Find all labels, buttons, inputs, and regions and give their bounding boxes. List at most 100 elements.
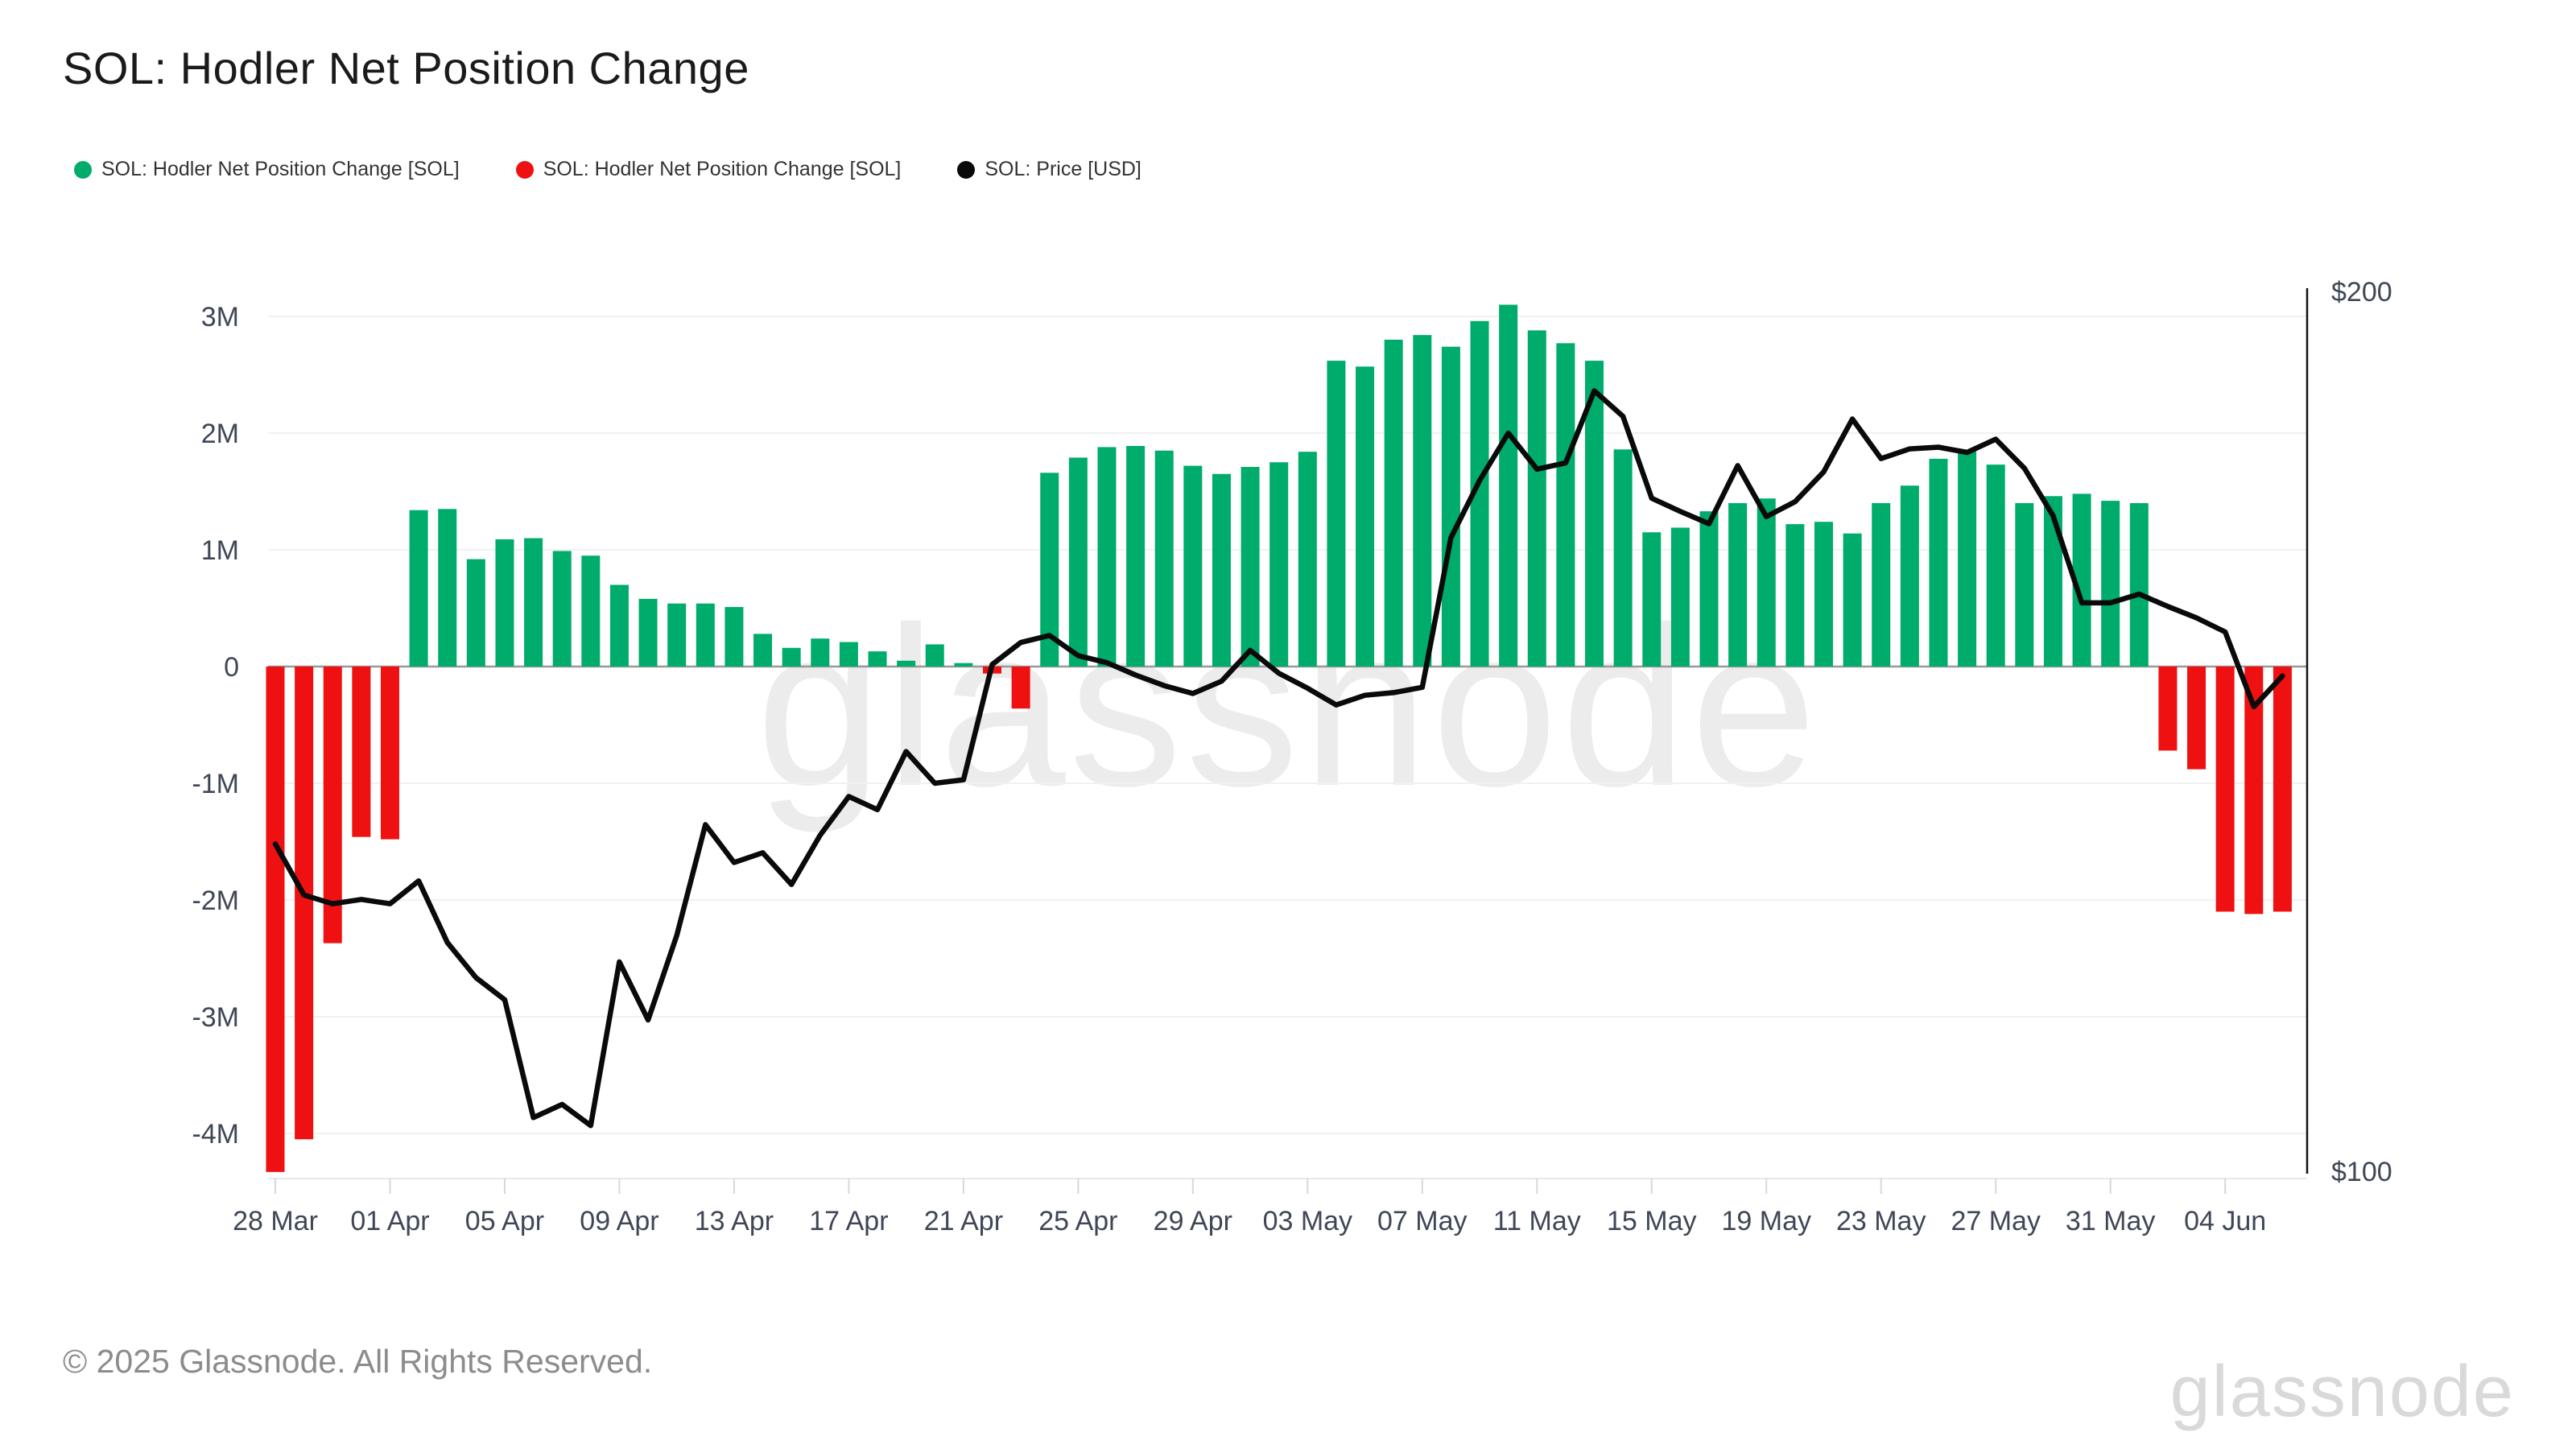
bar-30-may[interactable] [2072, 493, 2091, 667]
bar-22-may[interactable] [1843, 533, 1862, 667]
bar-05-may[interactable] [1356, 366, 1375, 667]
bar-01-apr[interactable] [380, 667, 399, 840]
bar-15-apr[interactable] [782, 647, 801, 667]
bar-17-may[interactable] [1699, 511, 1719, 667]
bar-23-apr[interactable] [1011, 667, 1030, 709]
bar-02-jun[interactable] [2158, 667, 2178, 751]
net-position-bars[interactable] [266, 304, 2292, 1172]
x-axis-label: 07 May [1377, 1206, 1468, 1236]
bar-13-may[interactable] [1585, 361, 1604, 667]
bar-12-may[interactable] [1556, 343, 1575, 667]
x-axis-label: 29 Apr [1154, 1206, 1232, 1236]
bar-26-may[interactable] [1958, 450, 1977, 667]
bar-29-apr[interactable] [1183, 465, 1203, 667]
x-axis-label: 04 Jun [2184, 1206, 2266, 1236]
bar-02-apr[interactable] [409, 510, 428, 667]
bar-20-apr[interactable] [925, 644, 944, 667]
bar-04-jun[interactable] [2215, 667, 2235, 912]
bar-23-may[interactable] [1872, 503, 1891, 667]
bar-29-may[interactable] [2043, 496, 2062, 667]
bar-28-apr[interactable] [1154, 450, 1174, 667]
bar-03-apr[interactable] [438, 509, 457, 667]
bar-04-apr[interactable] [466, 559, 485, 667]
bar-14-may[interactable] [1613, 449, 1633, 667]
x-axis-label: 17 Apr [809, 1206, 888, 1236]
x-axis-labels: 28 Mar 01 Apr 05 Apr 09 Apr 13 Apr 17 Apr 21 A… [233, 1206, 2266, 1236]
y-axis-label: -1M [192, 769, 239, 799]
legend-item-2[interactable]: SOL: Price [USD] [957, 158, 1141, 181]
legend-item-label: SOL: Hodler Net Position Change [SOL] [101, 158, 460, 180]
bar-07-may[interactable] [1413, 335, 1432, 667]
bar-28-may[interactable] [2015, 503, 2034, 667]
bar-08-apr[interactable] [581, 555, 601, 667]
bar-06-jun[interactable] [2273, 667, 2292, 912]
x-axis-label: 27 May [1951, 1206, 2041, 1236]
legend-dot-icon [957, 160, 976, 179]
legend-dot-icon [515, 160, 534, 179]
bar-14-apr[interactable] [753, 634, 773, 667]
bar-11-may[interactable] [1527, 330, 1546, 667]
legend-dot-icon [74, 160, 92, 179]
bar-06-apr[interactable] [524, 538, 543, 667]
bar-19-apr[interactable] [897, 660, 916, 667]
y-axis-label: -4M [192, 1119, 239, 1150]
bar-31-may[interactable] [2101, 501, 2120, 667]
bar-30-mar[interactable] [323, 667, 342, 943]
price-line[interactable] [272, 388, 2285, 1129]
bar-08-may[interactable] [1441, 346, 1460, 667]
bar-27-may[interactable] [1986, 464, 2005, 667]
bar-09-may[interactable] [1470, 320, 1489, 667]
bar-21-apr[interactable] [954, 663, 973, 667]
bar-16-may[interactable] [1670, 527, 1690, 667]
gridlines [268, 316, 2307, 1134]
bar-01-jun[interactable] [2129, 503, 2149, 667]
bar-09-apr[interactable] [609, 584, 629, 667]
bar-27-apr[interactable] [1126, 445, 1146, 667]
legend-item-0[interactable]: SOL: Hodler Net Position Change [SOL] [74, 158, 460, 181]
bar-05-jun[interactable] [2244, 667, 2264, 914]
bar-25-may[interactable] [1929, 458, 1948, 667]
bar-18-apr[interactable] [868, 651, 887, 667]
legend-item-1[interactable]: SOL: Hodler Net Position Change [SOL] [515, 158, 901, 181]
bar-05-apr[interactable] [495, 539, 514, 667]
bar-31-mar[interactable] [352, 667, 371, 837]
bar-24-may[interactable] [1900, 485, 1919, 667]
x-axis-label: 19 May [1721, 1206, 1811, 1236]
bar-24-apr[interactable] [1040, 473, 1059, 667]
bar-03-jun[interactable] [2187, 667, 2207, 770]
bar-25-apr[interactable] [1068, 457, 1088, 667]
bar-06-may[interactable] [1384, 340, 1403, 667]
bar-29-mar[interactable] [295, 667, 314, 1140]
bar-03-may[interactable] [1298, 452, 1317, 667]
bar-21-may[interactable] [1814, 522, 1833, 667]
x-axis-label: 23 May [1836, 1206, 1926, 1236]
bar-10-apr[interactable] [638, 598, 658, 667]
legend-item-label: SOL: Price [USD] [985, 158, 1141, 180]
chart-legend: SOL: Hodler Net Position Change [SOL] SOL… [74, 158, 1141, 181]
bar-01-may[interactable] [1241, 467, 1260, 667]
bar-10-may[interactable] [1499, 304, 1518, 667]
bar-18-may[interactable] [1728, 503, 1748, 667]
x-axis-label: 11 May [1493, 1206, 1581, 1236]
x-axis-label: 13 Apr [695, 1206, 774, 1236]
bar-13-apr[interactable] [724, 607, 744, 667]
bar-28-mar[interactable] [266, 667, 285, 1172]
bar-04-may[interactable] [1327, 361, 1346, 667]
bar-17-apr[interactable] [839, 642, 858, 667]
bar-12-apr[interactable] [696, 603, 715, 667]
y-axis-label: 3M [201, 302, 239, 332]
bar-26-apr[interactable] [1097, 447, 1117, 667]
bar-15-may[interactable] [1642, 532, 1662, 667]
bar-02-may[interactable] [1269, 462, 1289, 667]
bar-16-apr[interactable] [811, 638, 830, 667]
x-axis-label: 09 Apr [580, 1206, 658, 1236]
x-axis-label: 31 May [2066, 1206, 2156, 1236]
bar-30-apr[interactable] [1212, 473, 1231, 667]
price-axis-label: $100 [2331, 1157, 2392, 1187]
bar-11-apr[interactable] [667, 603, 687, 667]
y-axis-label: 0 [224, 652, 239, 683]
bar-20-may[interactable] [1785, 524, 1805, 667]
bar-07-apr[interactable] [552, 551, 572, 667]
bar-19-may[interactable] [1757, 498, 1776, 667]
